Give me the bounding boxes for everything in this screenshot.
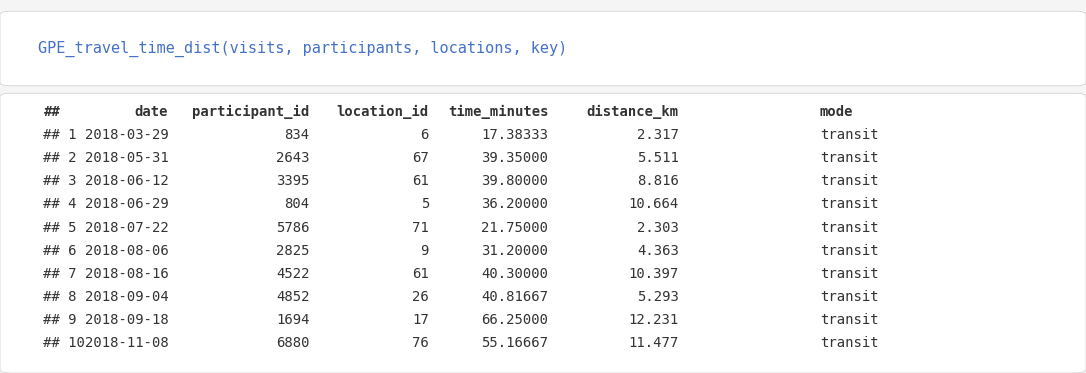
Text: 5: 5	[420, 197, 429, 211]
Text: 2018-05-31: 2018-05-31	[85, 151, 168, 165]
Text: 6: 6	[420, 128, 429, 142]
Text: 3395: 3395	[276, 174, 310, 188]
Text: transit: transit	[820, 244, 879, 258]
Text: 2018-06-12: 2018-06-12	[85, 174, 168, 188]
Text: ## 5: ## 5	[43, 220, 77, 235]
Text: 2018-08-06: 2018-08-06	[85, 244, 168, 258]
Text: transit: transit	[820, 336, 879, 350]
FancyBboxPatch shape	[0, 93, 1086, 373]
Text: 21.75000: 21.75000	[481, 220, 548, 235]
Text: location_id: location_id	[337, 105, 429, 119]
Text: 61: 61	[413, 267, 429, 281]
Text: 2018-08-16: 2018-08-16	[85, 267, 168, 281]
Text: 26: 26	[413, 290, 429, 304]
Text: ## 8: ## 8	[43, 290, 77, 304]
Text: transit: transit	[820, 290, 879, 304]
Text: transit: transit	[820, 313, 879, 327]
Text: 39.80000: 39.80000	[481, 174, 548, 188]
Text: 2018-09-04: 2018-09-04	[85, 290, 168, 304]
Text: 2018-06-29: 2018-06-29	[85, 197, 168, 211]
Text: 61: 61	[413, 174, 429, 188]
Text: 5.293: 5.293	[636, 290, 679, 304]
Text: ## 1: ## 1	[43, 128, 77, 142]
Text: 834: 834	[285, 128, 310, 142]
Text: ## 6: ## 6	[43, 244, 77, 258]
Text: ## 7: ## 7	[43, 267, 77, 281]
Text: 55.16667: 55.16667	[481, 336, 548, 350]
Text: ## 4: ## 4	[43, 197, 77, 211]
Text: 5.511: 5.511	[636, 151, 679, 165]
Text: 2.303: 2.303	[636, 220, 679, 235]
Text: 76: 76	[413, 336, 429, 350]
Text: 2.317: 2.317	[636, 128, 679, 142]
Text: ##: ##	[43, 105, 60, 119]
Text: 10.397: 10.397	[629, 267, 679, 281]
Text: participant_id: participant_id	[192, 105, 310, 119]
Text: transit: transit	[820, 267, 879, 281]
Text: 2643: 2643	[276, 151, 310, 165]
Text: ## 10: ## 10	[43, 336, 86, 350]
Text: transit: transit	[820, 197, 879, 211]
Text: GPE_travel_time_dist(visits, participants, locations, key): GPE_travel_time_dist(visits, participant…	[38, 40, 567, 57]
Text: 5786: 5786	[276, 220, 310, 235]
Text: 10.664: 10.664	[629, 197, 679, 211]
Text: 36.20000: 36.20000	[481, 197, 548, 211]
Text: 39.35000: 39.35000	[481, 151, 548, 165]
FancyBboxPatch shape	[0, 11, 1086, 86]
Text: transit: transit	[820, 174, 879, 188]
Text: 4522: 4522	[276, 267, 310, 281]
Text: 9: 9	[420, 244, 429, 258]
Text: ## 9: ## 9	[43, 313, 77, 327]
Text: 2018-07-22: 2018-07-22	[85, 220, 168, 235]
Text: 31.20000: 31.20000	[481, 244, 548, 258]
Text: 40.81667: 40.81667	[481, 290, 548, 304]
Text: 71: 71	[413, 220, 429, 235]
Text: 11.477: 11.477	[629, 336, 679, 350]
Text: 2018-11-08: 2018-11-08	[85, 336, 168, 350]
Text: mode: mode	[820, 105, 854, 119]
Text: 8.816: 8.816	[636, 174, 679, 188]
Text: 66.25000: 66.25000	[481, 313, 548, 327]
Text: 12.231: 12.231	[629, 313, 679, 327]
Text: transit: transit	[820, 151, 879, 165]
Text: time_minutes: time_minutes	[447, 105, 548, 119]
Text: 4852: 4852	[276, 290, 310, 304]
Text: 6880: 6880	[276, 336, 310, 350]
Text: 2825: 2825	[276, 244, 310, 258]
Text: 1694: 1694	[276, 313, 310, 327]
Text: 17.38333: 17.38333	[481, 128, 548, 142]
Text: ## 3: ## 3	[43, 174, 77, 188]
Text: 17: 17	[413, 313, 429, 327]
Text: 804: 804	[285, 197, 310, 211]
Text: 2018-09-18: 2018-09-18	[85, 313, 168, 327]
Text: 2018-03-29: 2018-03-29	[85, 128, 168, 142]
Text: date: date	[135, 105, 168, 119]
Text: 40.30000: 40.30000	[481, 267, 548, 281]
Text: 67: 67	[413, 151, 429, 165]
Text: distance_km: distance_km	[586, 105, 679, 119]
Text: 4.363: 4.363	[636, 244, 679, 258]
Text: transit: transit	[820, 220, 879, 235]
Text: ## 2: ## 2	[43, 151, 77, 165]
Text: transit: transit	[820, 128, 879, 142]
